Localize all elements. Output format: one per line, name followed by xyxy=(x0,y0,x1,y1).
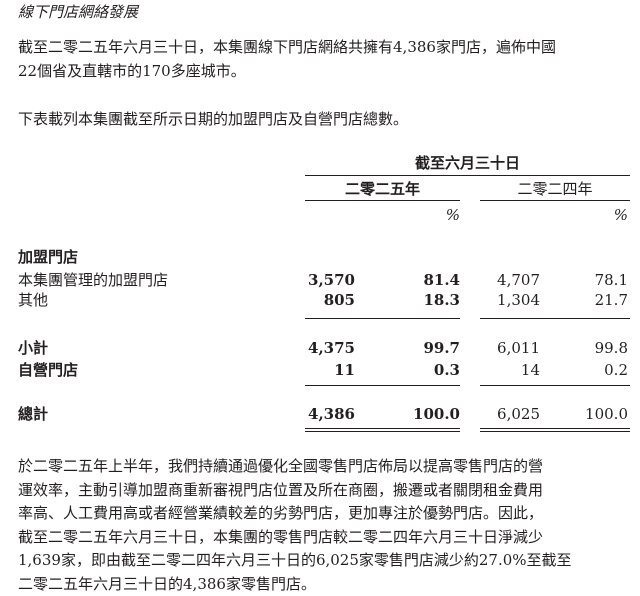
table-intro: 下表載列本集團截至所示日期的加盟門店及自營門店總數。 xyxy=(18,110,409,128)
paragraph-line: 截至二零二五年六月三十日，本集團的零售門店較二零二四年六月三十日淨減少 xyxy=(18,527,544,546)
paragraph-line: 1,639家，即由截至二零二四年六月三十日的6,025家零售門店減少約27.0%… xyxy=(18,551,572,569)
double-underline xyxy=(480,428,630,429)
cell: 6,025 xyxy=(497,405,540,423)
cell: 11 xyxy=(334,361,355,379)
cell: 0.2 xyxy=(604,361,628,379)
cell: 14 xyxy=(520,361,540,379)
pct-header: % xyxy=(445,206,460,224)
year-2024-header: 二零二四年 xyxy=(517,180,593,198)
row-label-franchise: 加盟門店 xyxy=(18,248,79,266)
cell: 0.3 xyxy=(433,361,460,379)
paragraph-line: 截至二零二五年六月三十日，本集團線下門店網絡共擁有4,386家門店，遍佈中國 xyxy=(18,38,556,56)
row-label: 其他 xyxy=(18,291,49,309)
divider xyxy=(305,318,460,319)
cell: 6,011 xyxy=(497,339,540,357)
row-label: 本集團管理的加盟門店 xyxy=(18,271,169,289)
section-title: 線下門店網絡發展 xyxy=(18,3,139,21)
cell: 100.0 xyxy=(585,405,628,423)
double-underline xyxy=(305,428,460,429)
divider xyxy=(480,318,630,319)
divider xyxy=(480,385,630,386)
divider xyxy=(305,200,460,201)
paragraph-line: 運效率，主動引導加盟商重新審視門店位置及所在商圈，搬遷或者關閉租金費用 xyxy=(18,480,544,499)
divider xyxy=(480,200,630,201)
cell: 81.4 xyxy=(423,271,460,289)
cell: 78.1 xyxy=(594,271,628,289)
year-2025-header: 二零二五年 xyxy=(344,180,420,198)
cell: 4,707 xyxy=(497,271,540,289)
cell: 99.7 xyxy=(423,339,460,357)
cell: 18.3 xyxy=(423,291,460,309)
cell: 21.7 xyxy=(594,291,628,309)
cell: 1,304 xyxy=(497,291,540,309)
cell: 4,386 xyxy=(308,405,355,423)
cell: 100.0 xyxy=(413,405,460,423)
cell: 805 xyxy=(323,291,355,309)
period-header: 截至六月三十日 xyxy=(414,154,520,172)
analysis-paragraph: 於二零二五年上半年，我們持續通過優化全國零售門店佈局以提高零售門店的營 運效率，… xyxy=(18,455,630,596)
cell: 3,570 xyxy=(308,271,355,289)
double-underline xyxy=(480,431,630,432)
double-underline xyxy=(305,431,460,432)
paragraph-line: 二零二五年六月三十日的4,386家零售門店。 xyxy=(18,574,316,593)
paragraph-line: 22個省及直轄市的170多座城市。 xyxy=(18,61,246,80)
cell: 4,375 xyxy=(308,339,355,357)
intro-paragraph: 截至二零二五年六月三十日，本集團線下門店網絡共擁有4,386家門店，遍佈中國 2… xyxy=(18,36,630,83)
row-label: 自營門店 xyxy=(18,361,79,379)
pct-header: % xyxy=(613,206,628,224)
divider xyxy=(305,385,460,386)
paragraph-line: 於二零二五年上半年，我們持續通過優化全國零售門店佈局以提高零售門店的營 xyxy=(18,457,544,475)
row-label-total: 總計 xyxy=(18,405,49,423)
row-label: 小計 xyxy=(18,339,49,357)
paragraph-line: 率高、人工費用高或者經營業績較差的劣勢門店，更加專注於優勢門店。因此， xyxy=(18,504,544,522)
cell: 99.8 xyxy=(594,339,628,357)
divider xyxy=(305,175,630,176)
